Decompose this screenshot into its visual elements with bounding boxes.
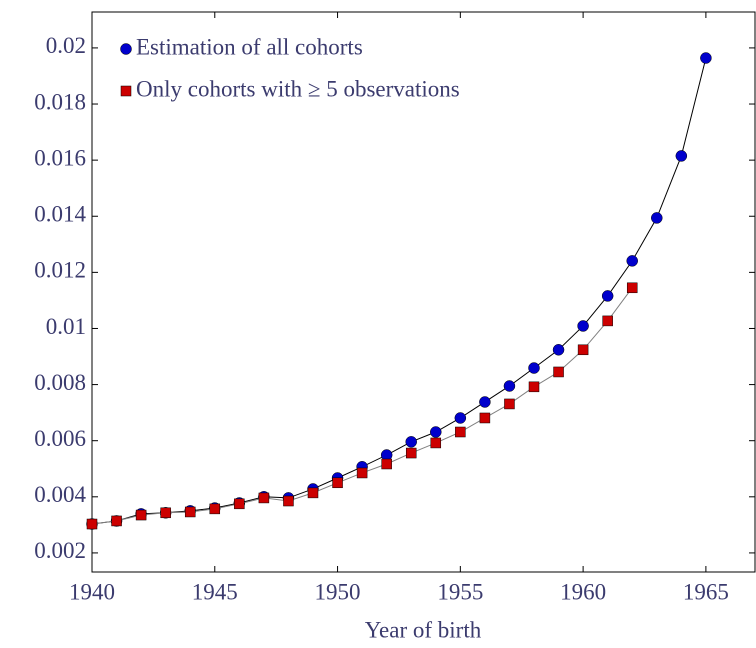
x-tick-label: 1950 bbox=[315, 579, 361, 604]
y-tick-label: 0.014 bbox=[34, 202, 86, 227]
data-point bbox=[307, 487, 319, 499]
data-point bbox=[601, 290, 614, 302]
data-point bbox=[626, 282, 638, 294]
data-point bbox=[602, 315, 613, 327]
data-point bbox=[209, 503, 221, 515]
x-tick-label: 1955 bbox=[437, 579, 483, 604]
legend-marker bbox=[120, 43, 132, 55]
y-tick-label: 0.006 bbox=[34, 426, 86, 451]
x-tick-label: 1965 bbox=[683, 579, 729, 604]
series-line bbox=[91, 287, 633, 525]
data-point bbox=[430, 426, 442, 438]
x-tick-label: 1960 bbox=[560, 579, 606, 604]
data-point bbox=[651, 212, 663, 224]
legend-label: Estimation of all cohorts bbox=[136, 34, 363, 59]
y-tick-label: 0.008 bbox=[34, 370, 86, 395]
data-point bbox=[430, 437, 442, 449]
data-point bbox=[332, 477, 343, 489]
data-point bbox=[577, 344, 589, 356]
data-point bbox=[528, 362, 540, 374]
y-tick-label: 0.012 bbox=[34, 258, 86, 283]
data-point bbox=[626, 255, 638, 267]
data-point bbox=[234, 498, 245, 510]
data-point bbox=[454, 412, 467, 424]
data-point bbox=[504, 398, 515, 410]
data-point bbox=[455, 426, 466, 438]
data-point bbox=[577, 320, 589, 332]
x-tick-label: 1940 bbox=[69, 579, 115, 604]
y-tick-label: 0.02 bbox=[46, 33, 86, 58]
data-point bbox=[258, 492, 270, 504]
data-point bbox=[184, 506, 196, 518]
data-point bbox=[528, 381, 540, 393]
series-line bbox=[91, 57, 707, 525]
y-tick-label: 0.004 bbox=[34, 482, 86, 507]
y-tick-label: 0.002 bbox=[34, 538, 86, 563]
data-point bbox=[381, 458, 392, 470]
data-point bbox=[479, 396, 491, 408]
data-point bbox=[86, 518, 98, 530]
data-point bbox=[700, 52, 712, 64]
data-point bbox=[356, 467, 368, 479]
y-tick-label: 0.01 bbox=[46, 314, 86, 339]
data-point bbox=[111, 515, 122, 527]
data-point bbox=[160, 507, 171, 519]
data-point bbox=[405, 447, 417, 459]
plot-frame bbox=[91, 11, 756, 573]
data-point bbox=[405, 436, 417, 448]
data-point bbox=[552, 344, 565, 356]
data-point bbox=[675, 150, 688, 162]
y-tick-label: 0.018 bbox=[34, 89, 86, 114]
x-tick-label: 1945 bbox=[192, 579, 238, 604]
x-axis-label: Year of birth bbox=[365, 617, 482, 642]
legend-label: Only cohorts with ≥ 5 observations bbox=[136, 76, 460, 101]
y-tick-label: 0.016 bbox=[34, 145, 86, 170]
data-point bbox=[479, 412, 491, 424]
data-point bbox=[503, 380, 516, 392]
data-point bbox=[135, 509, 147, 521]
data-point bbox=[553, 366, 564, 378]
legend-marker bbox=[120, 85, 132, 97]
data-point bbox=[283, 495, 294, 507]
